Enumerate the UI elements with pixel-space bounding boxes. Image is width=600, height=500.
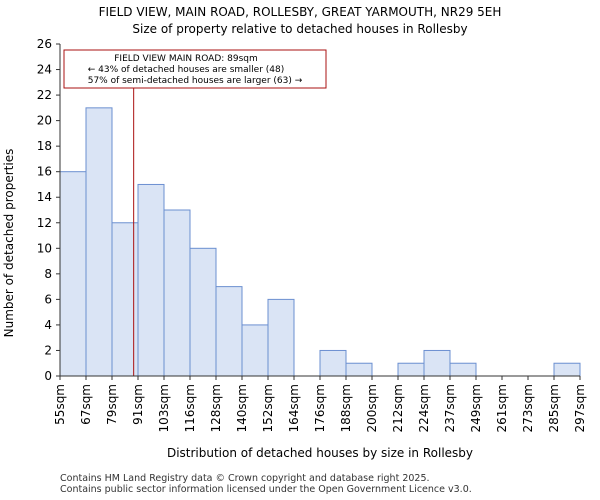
x-tick-label: 188sqm	[339, 384, 353, 432]
x-axis-ticks: 55sqm 67sqm 79sqm 91sqm 103sqm 116sqm 128sqm 14…	[53, 376, 587, 432]
histogram-chart: FIELD VIEW, MAIN ROAD, ROLLESBY, GREAT Y…	[2, 5, 587, 460]
x-tick-label: 273sqm	[521, 384, 535, 432]
bars-group	[59, 107, 581, 377]
x-tick-label: 164sqm	[287, 384, 301, 432]
y-tick-label: 20	[37, 114, 52, 128]
y-tick-label: 26	[37, 37, 52, 51]
x-tick-label: 67sqm	[79, 384, 93, 425]
bar-67sqm	[85, 107, 113, 377]
x-tick-label: 212sqm	[391, 384, 405, 432]
x-tick-label: 176sqm	[313, 384, 327, 432]
x-tick-label: 128sqm	[209, 384, 223, 432]
annotation-line-2: ← 43% of detached houses are smaller (48…	[88, 65, 285, 75]
x-axis-label: Distribution of detached houses by size …	[167, 446, 473, 460]
annotation-line-3: 57% of semi-detached houses are larger (…	[88, 76, 303, 86]
x-tick-label: 103sqm	[157, 384, 171, 432]
x-tick-label: 261sqm	[495, 384, 509, 432]
bar-224sqm	[423, 349, 451, 377]
bar-140sqm	[241, 324, 269, 377]
y-tick-label: 2	[44, 343, 52, 357]
x-tick-label: 297sqm	[573, 384, 587, 432]
bar-176sqm	[319, 349, 347, 377]
x-tick-label: 285sqm	[547, 384, 561, 432]
bar-116sqm	[189, 247, 217, 377]
y-tick-label: 6	[44, 292, 52, 306]
y-axis-label: Number of detached properties	[2, 149, 16, 338]
x-tick-label: 91sqm	[131, 384, 145, 425]
y-tick-label: 18	[37, 139, 52, 153]
bar-128sqm	[215, 286, 243, 377]
x-tick-label: 249sqm	[469, 384, 483, 432]
x-tick-label: 152sqm	[261, 384, 275, 432]
x-tick-label: 200sqm	[365, 384, 379, 432]
y-tick-label: 12	[37, 216, 52, 230]
y-tick-label: 4	[44, 318, 52, 332]
y-tick-label: 10	[37, 241, 52, 255]
bar-237sqm	[449, 362, 477, 377]
y-tick-label: 8	[44, 267, 52, 281]
y-tick-label: 16	[37, 165, 52, 179]
bar-285sqm	[553, 362, 581, 377]
x-tick-label: 224sqm	[417, 384, 431, 432]
bar-103sqm	[163, 209, 191, 377]
y-tick-label: 24	[37, 63, 52, 77]
chart-subtitle: Size of property relative to detached ho…	[132, 22, 467, 36]
annotation-box: FIELD VIEW MAIN ROAD: 89sqm ← 43% of det…	[63, 49, 327, 89]
bar-55sqm	[59, 171, 87, 377]
bar-152sqm	[267, 298, 295, 377]
y-tick-label: 22	[37, 88, 52, 102]
x-tick-label: 237sqm	[443, 384, 457, 432]
bar-91sqm	[137, 183, 165, 377]
bar-212sqm	[397, 362, 425, 377]
x-tick-label: 140sqm	[235, 384, 249, 432]
annotation-line-1: FIELD VIEW MAIN ROAD: 89sqm	[114, 54, 258, 64]
x-tick-label: 79sqm	[105, 384, 119, 425]
bar-188sqm	[345, 362, 373, 377]
y-tick-label: 14	[37, 190, 52, 204]
x-tick-label: 116sqm	[183, 384, 197, 432]
x-tick-label: 55sqm	[53, 384, 67, 425]
footer-line-1: Contains HM Land Registry data © Crown c…	[60, 473, 430, 484]
footer-line-2: Contains public sector information licen…	[60, 484, 472, 495]
y-tick-label: 0	[44, 369, 52, 383]
chart-title: FIELD VIEW, MAIN ROAD, ROLLESBY, GREAT Y…	[99, 5, 502, 19]
